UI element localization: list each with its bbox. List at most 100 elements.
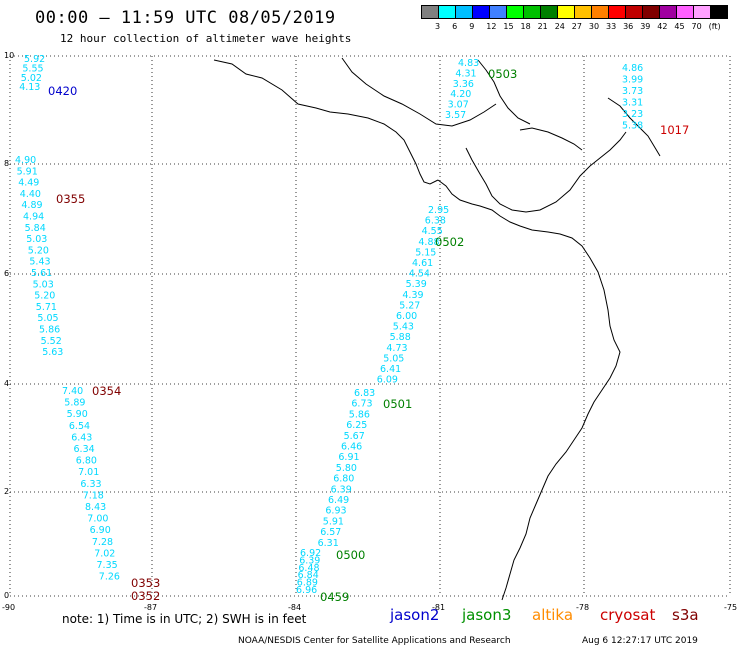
track-time-label: 0502 bbox=[435, 235, 464, 249]
track-0500: 6.926.396.486.846.896.96 0500 bbox=[296, 548, 365, 596]
wave-height-value: 5.03 bbox=[33, 279, 54, 290]
wave-height-value: 7.00 bbox=[87, 514, 108, 525]
color-scale-label: 9 bbox=[469, 22, 475, 31]
color-scale-label: 36 bbox=[623, 22, 634, 31]
color-scale-label: 3 bbox=[435, 22, 441, 31]
coastline-peninsula-east bbox=[477, 59, 531, 125]
wave-height-value: 3.31 bbox=[622, 98, 643, 109]
credit-text: NOAA/NESDIS Center for Satellite Applica… bbox=[238, 636, 511, 646]
wave-height-value: 5.43 bbox=[393, 322, 414, 333]
track-time-label: 0500 bbox=[336, 548, 365, 562]
track-0353: 0353 bbox=[131, 576, 160, 590]
legend-jason2: jason2 bbox=[390, 606, 440, 624]
wave-height-value: 6.83 bbox=[354, 388, 375, 399]
coastline-central-america bbox=[437, 179, 621, 601]
wave-height-value: 5.90 bbox=[67, 409, 88, 420]
color-scale-label: 45 bbox=[674, 22, 685, 31]
axis-labels: -90 -87 -84 -81 -78 -75 0 2 4 6 8 10 bbox=[2, 51, 737, 612]
wave-height-value: 5.20 bbox=[34, 291, 55, 302]
track-0354: 7.405.895.906.546.436.346.807.016.337.18… bbox=[62, 384, 121, 583]
wave-height-value: 5.61 bbox=[31, 268, 52, 279]
map-grid bbox=[9, 55, 731, 597]
wave-height-value: 5.03 bbox=[26, 234, 47, 245]
color-scale-label: 30 bbox=[588, 22, 600, 31]
track-0502: 2.956.384.554.885.154.614.545.394.395.27… bbox=[377, 205, 464, 386]
legend-jason3: jason3 bbox=[462, 606, 512, 624]
track-time-label: 0503 bbox=[488, 67, 517, 81]
color-scale-label: 12 bbox=[486, 22, 497, 31]
wave-height-value: 3.07 bbox=[448, 100, 469, 111]
track-0352: 0352 bbox=[131, 589, 160, 603]
color-scale-label: 21 bbox=[537, 22, 548, 31]
wave-height-value: 7.18 bbox=[83, 490, 104, 501]
wave-height-value: 5.71 bbox=[36, 302, 57, 313]
track-time-label: 0501 bbox=[383, 397, 412, 411]
wave-height-value: 4.20 bbox=[450, 89, 471, 100]
wave-height-value: 4.55 bbox=[422, 226, 443, 237]
track-time-label: 0352 bbox=[131, 589, 160, 603]
track-0355: 4.905.914.494.404.894.945.845.035.205.43… bbox=[15, 155, 85, 358]
color-scale-label: 24 bbox=[554, 22, 565, 31]
color-scale-label: 70 bbox=[691, 22, 702, 31]
coastline-gulf-north bbox=[213, 59, 439, 185]
x-tick-label: -78 bbox=[576, 603, 589, 612]
y-tick-label: 6 bbox=[4, 269, 9, 278]
wave-height-value: 5.91 bbox=[17, 166, 38, 177]
wave-height-value: 5.05 bbox=[37, 313, 58, 324]
legend-cryosat: cryosat bbox=[600, 606, 656, 624]
wave-height-value: 5.84 bbox=[25, 223, 46, 234]
wave-height-value: 6.43 bbox=[71, 432, 92, 443]
wave-height-value: 4.88 bbox=[418, 237, 439, 248]
color-scale-label: 42 bbox=[657, 22, 668, 31]
wave-height-value: 6.33 bbox=[80, 479, 101, 490]
wave-height-value: 7.01 bbox=[78, 467, 99, 478]
wave-height-value: 8.43 bbox=[85, 502, 106, 513]
page-title: 00:00 – 11:59 UTC 08/05/2019 bbox=[35, 8, 336, 28]
wave-height-value: 6.90 bbox=[90, 525, 111, 536]
wave-height-value: 6.38 bbox=[425, 216, 446, 227]
wave-height-value: 5.15 bbox=[415, 247, 436, 258]
x-tick-label: -84 bbox=[288, 603, 301, 612]
coastline bbox=[213, 57, 661, 601]
wave-height-value: 6.80 bbox=[333, 474, 354, 485]
track-time-label: 0459 bbox=[320, 590, 349, 604]
color-scale-label: 33 bbox=[606, 22, 617, 31]
wave-height-value: 6.54 bbox=[69, 421, 90, 432]
wave-height-value: 6.34 bbox=[74, 444, 95, 455]
legend-s3a: s3a bbox=[672, 606, 699, 624]
color-scale bbox=[421, 5, 728, 19]
x-tick-label: -81 bbox=[432, 603, 445, 612]
color-scale-labels: 3 6 9 12 15 18 21 24 27 30 33 36 39 42 45 70 (ft) bbox=[421, 22, 740, 34]
track-time-label: 0355 bbox=[56, 192, 85, 206]
wave-height-value: 4.39 bbox=[402, 290, 423, 301]
wave-height-value: 7.40 bbox=[62, 386, 83, 397]
wave-height-value: 6.73 bbox=[351, 399, 372, 410]
wave-height-value: 5.91 bbox=[323, 516, 344, 527]
coastline-yucatan bbox=[341, 57, 497, 127]
wave-height-value: 5.38 bbox=[622, 121, 643, 132]
track-time-label: 0353 bbox=[131, 576, 160, 590]
wave-height-value: 6.00 bbox=[396, 311, 417, 322]
wave-height-value: 5.86 bbox=[39, 325, 60, 336]
wave-height-value: 6.57 bbox=[320, 527, 341, 538]
wave-height-value: 5.80 bbox=[336, 463, 357, 474]
wave-height-value: 4.54 bbox=[409, 269, 430, 280]
x-tick-label: -75 bbox=[724, 603, 737, 612]
x-tick-label: -87 bbox=[144, 603, 157, 612]
wave-height-value: 4.13 bbox=[19, 82, 40, 93]
color-scale-label: 15 bbox=[503, 22, 514, 31]
track-time-label: 1017 bbox=[660, 123, 689, 137]
wave-height-value: 5.39 bbox=[406, 279, 427, 290]
wave-height-value: 7.26 bbox=[99, 572, 120, 583]
wave-height-value: 6.41 bbox=[380, 364, 401, 375]
wave-height-value: 5.02 bbox=[21, 73, 42, 84]
wave-height-value: 6.96 bbox=[296, 585, 317, 596]
wave-height-value: 4.90 bbox=[15, 155, 36, 166]
wave-height-value: 5.92 bbox=[24, 54, 45, 65]
wave-height-value: 6.39 bbox=[299, 555, 320, 566]
wave-height-value: 3.23 bbox=[622, 109, 643, 120]
wave-height-value: 6.31 bbox=[318, 538, 339, 549]
wave-height-value: 5.05 bbox=[383, 353, 404, 364]
wave-height-value: 4.89 bbox=[21, 200, 42, 211]
x-tick-label: -90 bbox=[2, 603, 15, 612]
